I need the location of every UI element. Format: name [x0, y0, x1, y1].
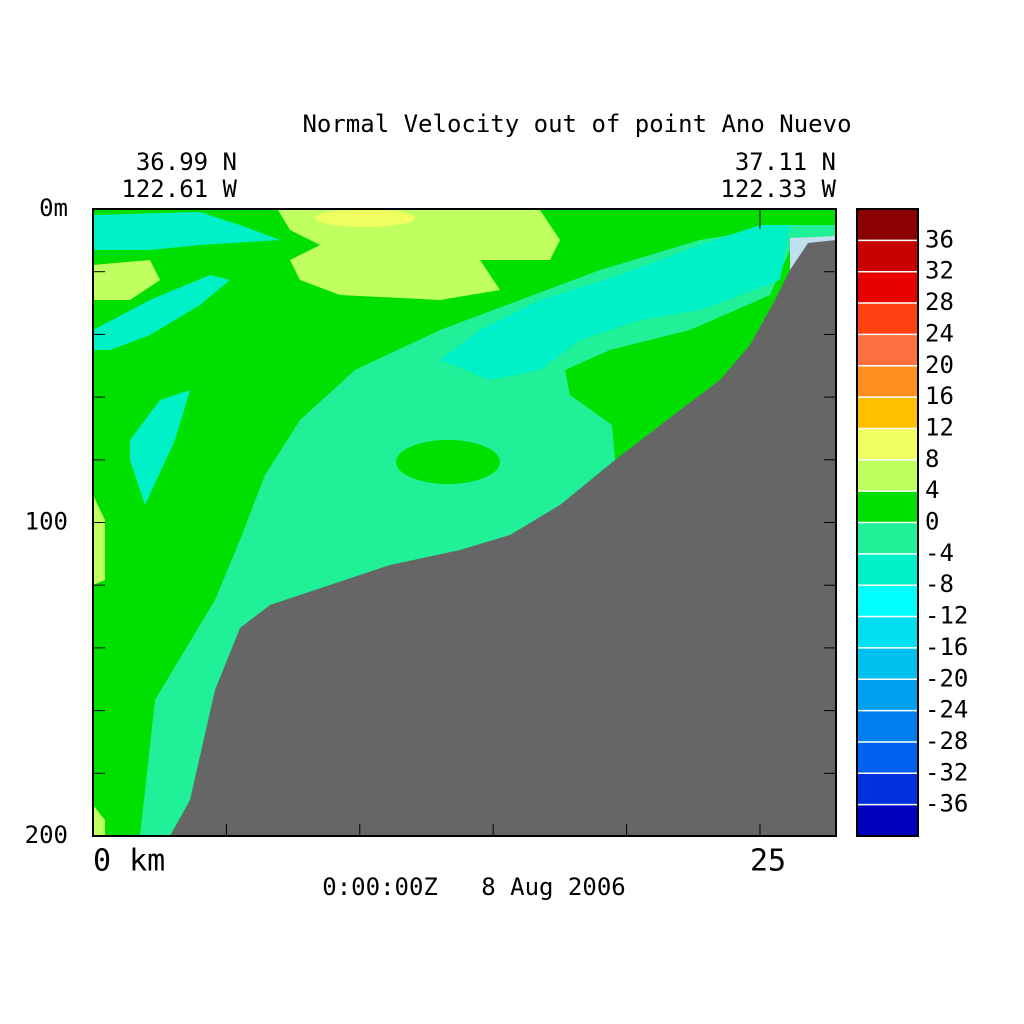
left-lat: 36.99 N — [136, 148, 237, 176]
contour-region — [396, 440, 500, 484]
colorbar-swatch — [857, 428, 918, 460]
contour-region — [93, 495, 105, 585]
colorbar-swatch — [857, 616, 918, 648]
colorbar-swatch — [857, 397, 918, 429]
colorbar-swatch — [857, 365, 918, 398]
colorbar-label: -8 — [925, 570, 954, 598]
colorbar-label: -28 — [925, 727, 968, 755]
contour-region — [565, 250, 790, 460]
contour-field — [93, 209, 836, 836]
right-lat: 37.11 N — [735, 148, 836, 176]
contour-region — [278, 210, 560, 300]
colorbar-swatch — [857, 679, 918, 711]
colorbar-swatch — [857, 334, 918, 366]
colorbar-swatch — [857, 710, 918, 742]
colorbar-label: 36 — [925, 225, 954, 253]
colorbar-label: -36 — [925, 790, 968, 818]
topography — [170, 240, 836, 836]
colorbar-label: 0 — [925, 508, 939, 536]
colorbar-label: -24 — [925, 696, 968, 724]
colorbar-frame — [856, 208, 919, 837]
colorbar-label: 28 — [925, 288, 954, 316]
y-tick-label: 200 — [25, 821, 68, 849]
contour-region — [315, 209, 415, 227]
colorbar-swatch — [857, 804, 918, 836]
colorbar-swatch — [857, 271, 918, 304]
colorbar-label: 32 — [925, 257, 954, 285]
colorbar-swatch — [857, 240, 918, 272]
colorbar-swatch — [857, 647, 918, 680]
time-label: 0:00:00Z 8 Aug 2006 — [322, 873, 625, 901]
colorbar-label: 8 — [925, 445, 939, 473]
colorbar-swatch — [857, 209, 918, 241]
colorbar-label: -16 — [925, 633, 968, 661]
x-tick-label: 25 — [750, 844, 786, 879]
y-tick-label: 0m — [39, 194, 68, 222]
colorbar-swatch — [857, 522, 918, 554]
colorbar-swatch — [857, 741, 918, 774]
contour-region — [440, 225, 790, 380]
colorbar-swatch — [857, 303, 918, 335]
colorbar-swatch — [857, 459, 918, 492]
contour-region — [93, 805, 105, 836]
colorbar-label: 20 — [925, 351, 954, 379]
colorbar-label: -12 — [925, 602, 968, 630]
colorbar-swatch — [857, 553, 918, 586]
contour-region — [93, 260, 160, 300]
colorbar-label: -4 — [925, 539, 954, 567]
colorbar-label: 16 — [925, 382, 954, 410]
chart-title: Normal Velocity out of point Ano Nuevo — [302, 110, 851, 138]
contour-region — [790, 236, 836, 278]
contour-region — [93, 275, 230, 350]
colorbar-swatch — [857, 491, 918, 523]
contour-region — [130, 390, 190, 505]
colorbar-label: -20 — [925, 664, 968, 692]
left-lon: 122.61 W — [121, 175, 237, 203]
colorbar-swatch — [857, 773, 918, 805]
y-tick-label: 100 — [25, 508, 68, 536]
x-tick-label: 0 km — [93, 844, 165, 879]
colorbar-label: 12 — [925, 413, 954, 441]
colorbar-label: 4 — [925, 476, 939, 504]
right-lon: 122.33 W — [720, 175, 836, 203]
contour-region — [93, 212, 280, 250]
colorbar-swatch — [857, 585, 918, 617]
colorbar-label: -32 — [925, 758, 968, 786]
colorbar-label: 24 — [925, 319, 954, 347]
